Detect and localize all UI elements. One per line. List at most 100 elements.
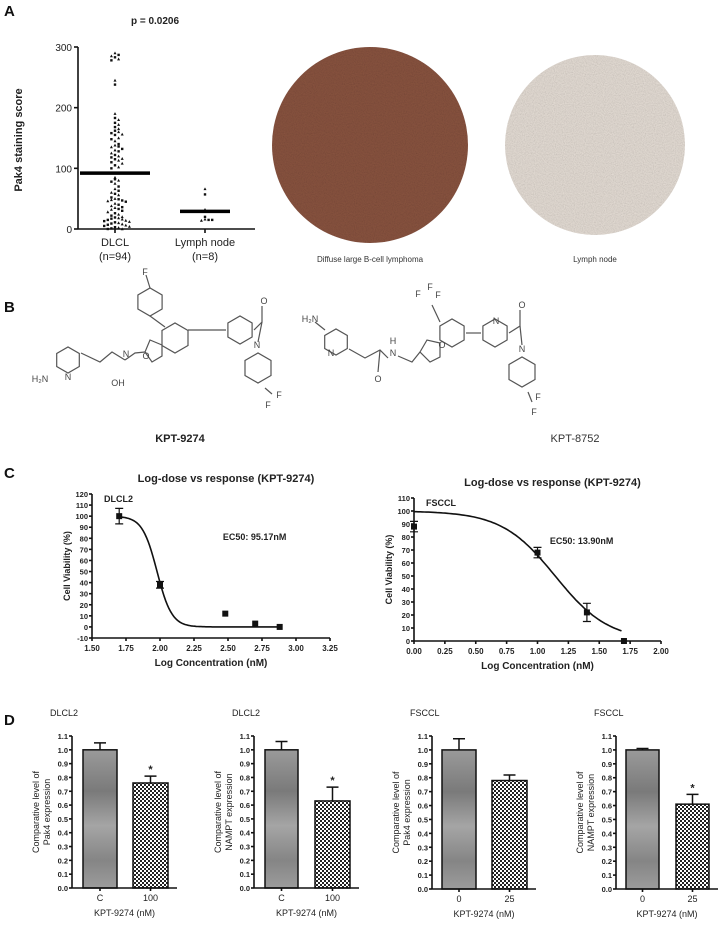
data-point	[103, 219, 106, 223]
compound-label-kpt-9274: KPT-9274	[155, 433, 205, 445]
data-point	[117, 185, 120, 188]
data-point	[120, 132, 124, 136]
significance-marker: *	[330, 775, 335, 787]
y-tick-label: 300	[55, 43, 72, 54]
data-point	[113, 197, 117, 200]
data-point	[113, 125, 117, 129]
data-point	[121, 147, 124, 151]
data-point	[117, 158, 121, 162]
data-point	[113, 221, 117, 224]
bond	[145, 274, 151, 289]
data-point	[117, 216, 121, 220]
bar	[625, 749, 660, 890]
ring	[161, 322, 189, 354]
ring	[244, 352, 272, 384]
data-point	[110, 222, 113, 225]
bar	[491, 779, 528, 890]
p-value: p = 0.0206	[131, 16, 180, 27]
atom-label: N	[519, 344, 526, 354]
y-tick-label: 90	[80, 523, 88, 532]
x-tick-label: 3.00	[288, 644, 304, 653]
y-axis-label: Comparative level of	[391, 771, 401, 854]
x-tick-label: 0	[640, 894, 645, 904]
y-axis-label: NAMPT expression	[586, 774, 596, 851]
y-axis-label: Comparative level of	[575, 771, 585, 854]
y-tick-label: 0.5	[240, 815, 250, 824]
chart-title: Log-dose vs response (KPT-9274)	[464, 477, 641, 489]
error-bar	[94, 742, 106, 750]
atom-label: F	[415, 289, 421, 299]
data-point	[117, 165, 121, 169]
data-point	[157, 581, 163, 588]
bar-chart-d1: DLCL2 Comparative level of Pak4 expression…	[31, 708, 177, 918]
atom-label: O	[374, 374, 381, 384]
y-tick-label: 0.8	[240, 773, 250, 782]
y-tick-label: 0.0	[418, 885, 428, 894]
data-point	[113, 139, 117, 143]
y-axis-label: Comparative level of	[31, 770, 41, 853]
panel-label-c: C	[4, 465, 15, 482]
data-point	[109, 207, 113, 211]
atom-label: N	[328, 348, 335, 358]
data-point	[117, 221, 121, 225]
y-tick-label: 0	[406, 637, 410, 646]
x-tick-label: 100	[325, 893, 340, 903]
data-point	[110, 59, 113, 62]
y-tick-label: 0.3	[240, 843, 250, 852]
data-point	[109, 151, 113, 155]
data-point	[113, 201, 117, 205]
data-point	[121, 209, 124, 212]
bond	[348, 348, 389, 359]
chart-title: DLCL2	[50, 708, 78, 718]
y-tick-label: 0.7	[240, 787, 250, 796]
bar-chart-d4: FSCCL Comparative level of NAMPT expressio…	[575, 708, 718, 919]
scatter-plot-pak4: p = 0.0206 Pak4 staining score DLCL (n=9…	[13, 16, 255, 263]
y-axis-label: Pak4 staining score	[13, 88, 25, 191]
y-tick-label: 0.6	[240, 801, 250, 810]
data-point	[583, 609, 590, 616]
data-point	[113, 158, 117, 161]
data-point	[117, 127, 121, 131]
x-tick-label: 0	[456, 894, 461, 904]
y-tick-label: 60	[80, 556, 88, 565]
bar	[132, 782, 169, 889]
ec50-label: EC50: 95.17nM	[223, 532, 287, 542]
x-tick-label: C	[97, 893, 104, 903]
x-tick-label: 25	[504, 894, 514, 904]
cell-line-label: FSCCL	[426, 498, 456, 508]
y-axis-label: Pak4 expression	[402, 779, 412, 846]
y-tick-label: 0.4	[418, 829, 429, 838]
data-point	[127, 224, 131, 228]
data-point	[110, 217, 113, 220]
y-tick-label: 1.0	[418, 746, 428, 755]
y-tick-label: 1.1	[58, 732, 68, 741]
y-tick-label: 90	[402, 520, 410, 529]
data-point	[110, 131, 113, 135]
y-tick-label: 80	[80, 534, 88, 543]
data-point	[113, 153, 117, 157]
chart-title: DLCL2	[232, 708, 260, 718]
data-point	[121, 205, 124, 209]
y-axis-label: Cell Viability (%)	[62, 531, 72, 601]
x-tick-label: 0.00	[406, 647, 422, 656]
y-tick-label: 100	[397, 507, 410, 516]
atom-label: OH	[111, 378, 125, 388]
fit-curve	[119, 516, 280, 628]
data-point	[120, 157, 124, 160]
data-point	[120, 222, 124, 226]
data-point	[117, 136, 121, 140]
ring	[508, 356, 536, 388]
data-point	[106, 218, 109, 222]
data-point	[113, 116, 117, 120]
y-tick-label: 0.9	[602, 760, 612, 769]
bond	[527, 391, 533, 403]
data-point	[110, 138, 113, 141]
atom-label: N	[254, 340, 261, 350]
atom-label: N	[123, 349, 130, 359]
group-n-lymph-node: (n=8)	[192, 251, 218, 263]
data-point	[117, 142, 120, 146]
significance-marker: *	[148, 764, 153, 776]
y-tick-label: 0.4	[240, 829, 251, 838]
